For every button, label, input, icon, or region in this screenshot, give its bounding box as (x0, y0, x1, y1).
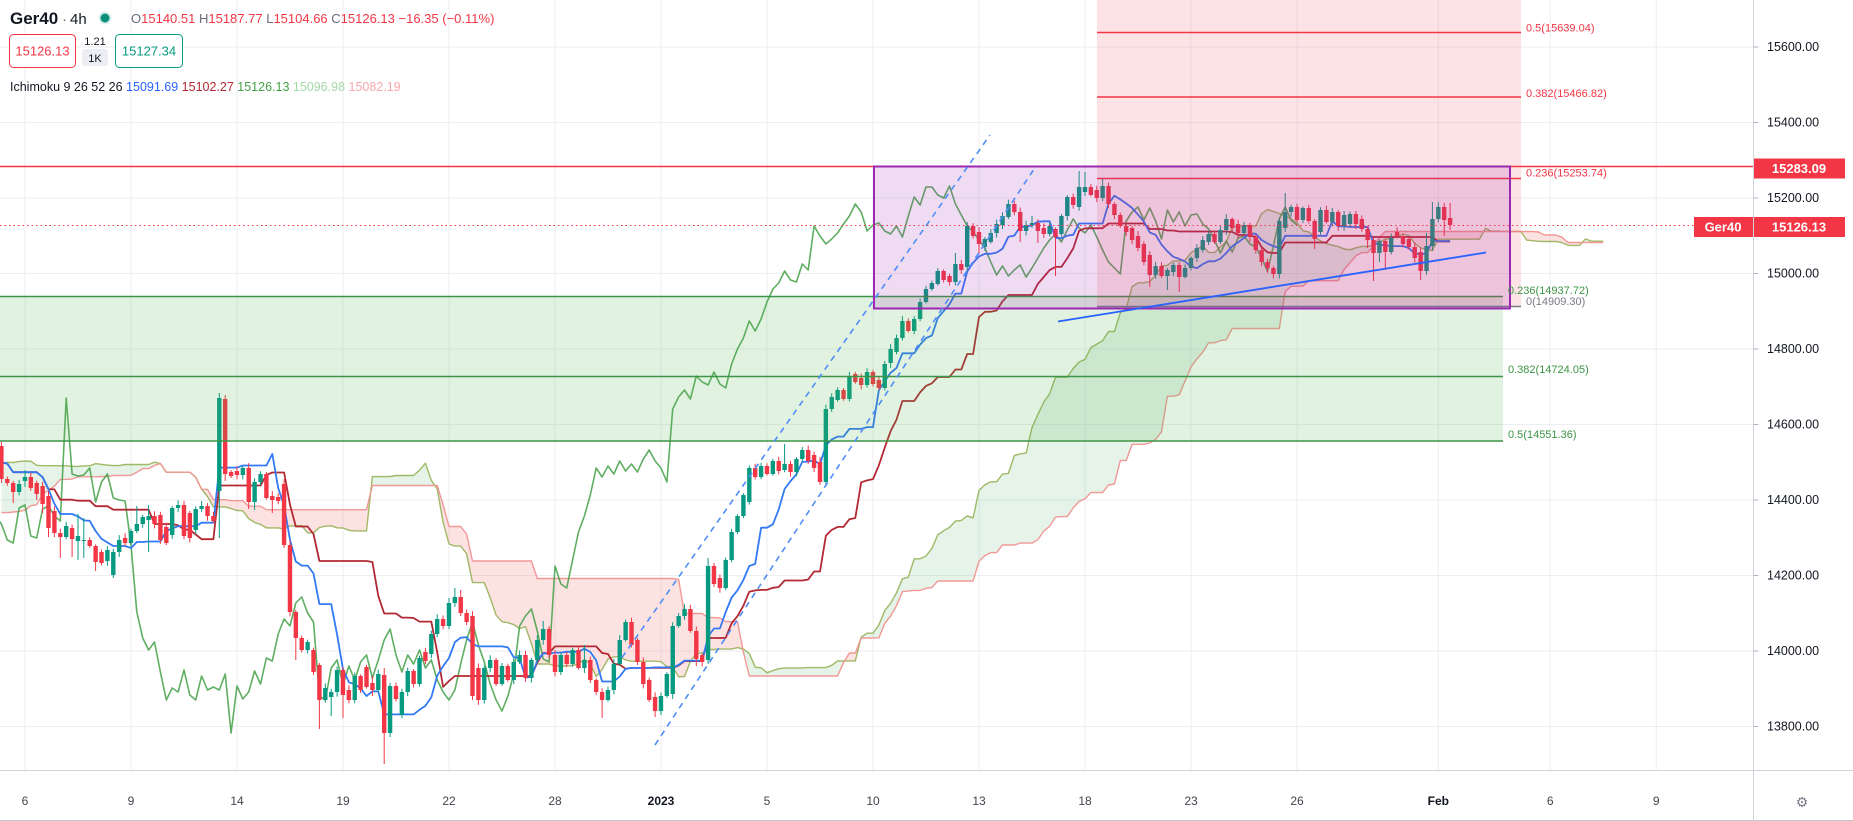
svg-text:15127.34: 15127.34 (122, 44, 176, 59)
svg-text:15126.13: 15126.13 (1772, 220, 1826, 235)
svg-text:14000.00: 14000.00 (1767, 644, 1819, 658)
svg-text:15400.00: 15400.00 (1767, 116, 1819, 130)
svg-text:Ichimoku 9 26 52 26 15091.69: Ichimoku 9 26 52 26 15091.69 15102.27 15… (10, 80, 401, 94)
svg-text:0.5(14551.36): 0.5(14551.36) (1508, 429, 1577, 441)
svg-text:13800.00: 13800.00 (1767, 720, 1819, 734)
svg-text:19: 19 (336, 794, 350, 808)
svg-text:1.21: 1.21 (84, 36, 105, 48)
svg-text:Ger40: Ger40 (1705, 220, 1742, 235)
svg-text:14: 14 (230, 794, 244, 808)
svg-text:15000.00: 15000.00 (1767, 267, 1819, 281)
svg-text:Feb: Feb (1428, 794, 1449, 808)
svg-text:26: 26 (1290, 794, 1304, 808)
svg-text:23: 23 (1184, 794, 1198, 808)
svg-text:0.5(15639.04): 0.5(15639.04) (1526, 23, 1595, 35)
svg-text:14800.00: 14800.00 (1767, 342, 1819, 356)
svg-text:0.236(15253.74): 0.236(15253.74) (1526, 168, 1607, 180)
svg-text:13: 13 (972, 794, 986, 808)
svg-text:·: · (62, 11, 67, 28)
svg-text:6: 6 (1547, 794, 1554, 808)
svg-text:0(14909.30): 0(14909.30) (1526, 296, 1585, 308)
svg-text:O15140.51 H15187.77 L15104.66: O15140.51 H15187.77 L15104.66 C15126.13 … (131, 11, 494, 26)
svg-text:28: 28 (548, 794, 562, 808)
svg-text:2023: 2023 (648, 794, 675, 808)
svg-text:15126.13: 15126.13 (15, 44, 69, 59)
svg-text:10: 10 (866, 794, 880, 808)
svg-text:18: 18 (1078, 794, 1092, 808)
svg-text:9: 9 (128, 794, 135, 808)
svg-text:6: 6 (22, 794, 29, 808)
svg-text:15200.00: 15200.00 (1767, 191, 1819, 205)
svg-text:1K: 1K (88, 53, 102, 65)
svg-text:9: 9 (1653, 794, 1660, 808)
svg-text:14600.00: 14600.00 (1767, 418, 1819, 432)
svg-text:14200.00: 14200.00 (1767, 569, 1819, 583)
svg-text:14400.00: 14400.00 (1767, 493, 1819, 507)
svg-text:0.382(15466.82): 0.382(15466.82) (1526, 88, 1607, 100)
svg-text:5: 5 (764, 794, 771, 808)
svg-text:22: 22 (442, 794, 456, 808)
svg-text:15600.00: 15600.00 (1767, 40, 1819, 54)
svg-text:0.382(14724.05): 0.382(14724.05) (1508, 364, 1589, 376)
svg-text:⚙: ⚙ (1796, 794, 1809, 810)
svg-text:Ger40: Ger40 (10, 9, 58, 28)
svg-text:0.236(14937.72): 0.236(14937.72) (1508, 285, 1589, 297)
svg-text:15283.09: 15283.09 (1772, 161, 1826, 176)
svg-text:4h: 4h (70, 11, 87, 28)
